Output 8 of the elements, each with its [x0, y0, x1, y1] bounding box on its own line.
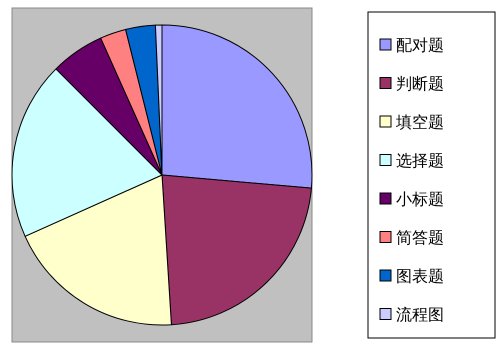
legend-label: 选择题	[396, 151, 444, 170]
legend-label: 小标题	[396, 190, 444, 208]
legend-label: 图表题	[396, 266, 444, 286]
legend-label: 流程图	[396, 305, 444, 324]
legend-label: 判断题	[396, 74, 444, 93]
legend-label: 填空题	[395, 112, 444, 132]
legend-label: 简答题	[396, 228, 444, 247]
legend-label: 配对题	[396, 36, 444, 54]
